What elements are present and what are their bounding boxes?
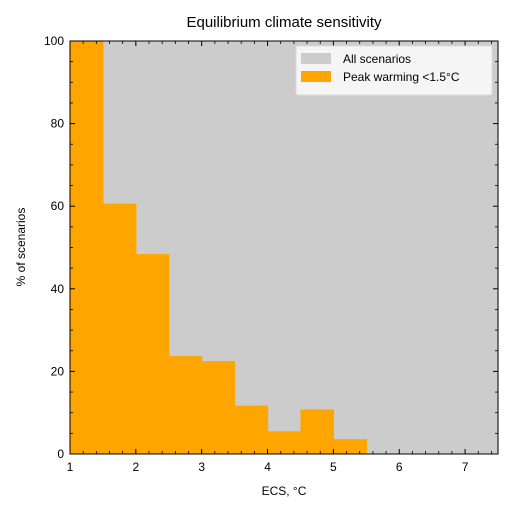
x-tick-label: 7 (462, 460, 469, 474)
bar (300, 41, 334, 454)
x-tick-label: 3 (198, 460, 205, 474)
bar (102, 203, 137, 454)
bar (366, 41, 400, 454)
bar (70, 41, 104, 454)
y-tick-label: 0 (57, 447, 64, 461)
bar (465, 41, 499, 454)
bar (135, 254, 170, 454)
bar (300, 409, 334, 454)
bar (168, 356, 203, 454)
chart-title: Equilibrium climate sensitivity (186, 14, 382, 31)
bar (267, 41, 302, 454)
legend-swatch (301, 71, 331, 82)
bar (333, 41, 367, 454)
bar (432, 41, 466, 454)
series-peak-warming (70, 41, 367, 454)
bar (234, 41, 269, 454)
bars-layer (70, 41, 499, 454)
x-tick-label: 6 (396, 460, 403, 474)
axes-layer: 1 2 3 4 5 6 7 0 20 40 60 80 100 (44, 34, 499, 474)
legend-swatch (301, 53, 331, 64)
y-axis-label: % of scenarios (14, 208, 28, 287)
bar (234, 405, 269, 454)
legend: All scenarios Peak warming <1.5°C (295, 45, 493, 96)
bar (267, 431, 302, 454)
x-axis-label: ECS, °C (262, 484, 307, 498)
x-tick-label: 2 (133, 460, 140, 474)
x-tick-label: 4 (264, 460, 271, 474)
bar (201, 361, 236, 454)
bar (399, 41, 433, 454)
y-tick-label: 20 (51, 364, 65, 378)
y-tick-label: 100 (44, 34, 64, 48)
y-tick-label: 40 (51, 282, 65, 296)
legend-box (295, 45, 493, 96)
legend-label: All scenarios (343, 52, 411, 66)
x-tick-label: 1 (67, 460, 74, 474)
bar (333, 439, 367, 454)
x-tick-label: 5 (330, 460, 337, 474)
y-tick-label: 60 (51, 199, 65, 213)
legend-label: Peak warming <1.5°C (343, 70, 460, 84)
y-tick-label: 80 (51, 117, 65, 131)
